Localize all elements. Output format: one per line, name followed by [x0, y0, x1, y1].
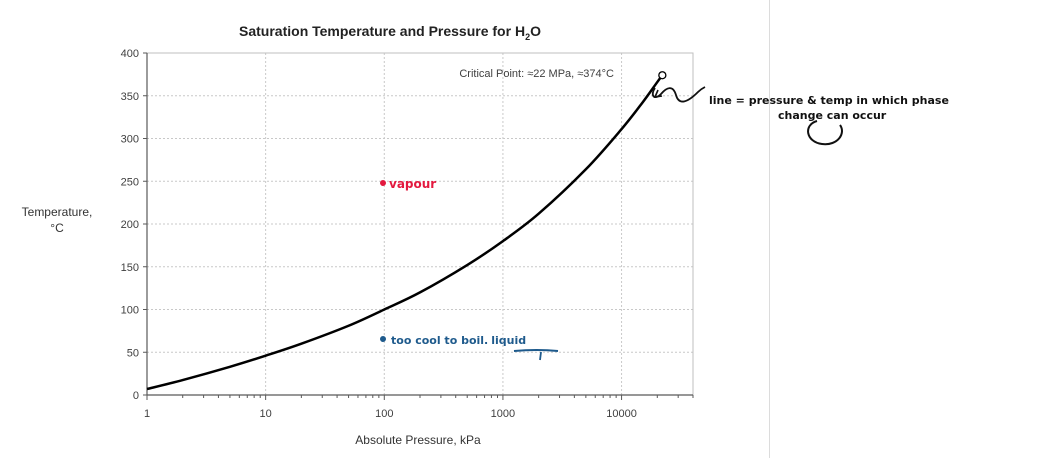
y-tick-label: 350 — [121, 91, 139, 103]
liquid-note: too cool to boil. liquid — [391, 334, 526, 347]
x-tick-label: 100 — [375, 408, 393, 420]
y-tick-label: 300 — [121, 134, 139, 146]
liquid-underline — [513, 349, 559, 352]
chart-title: Saturation Temperature and Pressure for … — [239, 23, 541, 42]
axes — [143, 52, 694, 400]
critical-point-marker — [658, 71, 667, 80]
y-tick-label: 0 — [133, 390, 139, 402]
squiggle-arrowhead — [653, 89, 663, 98]
saturation-curve — [146, 74, 664, 391]
vapour-dot — [380, 180, 386, 186]
x-axis-label: Absolute Pressure, kPa — [355, 433, 481, 447]
y-tick-label: 50 — [127, 347, 139, 359]
y-tick-label: 400 — [121, 48, 139, 60]
phase-line-note-2: change can occur — [778, 109, 887, 122]
x-tick-label: 10000 — [606, 408, 637, 420]
squiggle-arrow — [651, 86, 706, 103]
y-tick-label: 150 — [121, 262, 139, 274]
x-tick-label: 1 — [144, 408, 150, 420]
page-divider — [769, 0, 770, 458]
x-tick-label: 10 — [260, 408, 272, 420]
liquid-dot — [380, 336, 386, 342]
critical-point-annotation: Critical Point: ≈22 MPa, ≈374°C — [459, 68, 614, 80]
liquid-tick — [539, 351, 542, 361]
y-axis-label-line1: Temperature, — [22, 205, 93, 219]
phase-line-note-1: line = pressure & temp in which phase — [709, 94, 949, 107]
x-tick-label: 1000 — [491, 408, 515, 420]
y-tick-label: 250 — [121, 176, 139, 188]
handwritten-loop — [807, 120, 843, 146]
tick-labels: 0 50 100 150 200 250 300 350 400 1 10 100 1000 10000 — [121, 48, 637, 420]
vapour-label: vapour — [389, 177, 436, 191]
y-tick-label: 200 — [121, 219, 139, 231]
y-tick-label: 100 — [121, 305, 139, 317]
y-axis-label-line2: °C — [50, 221, 64, 235]
